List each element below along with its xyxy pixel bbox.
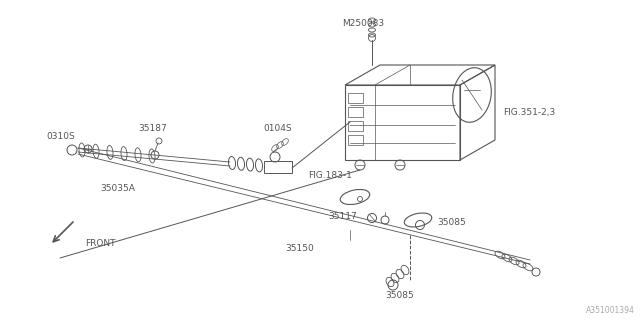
Text: FIG.351-2,3: FIG.351-2,3 [503,108,556,116]
Text: A351001394: A351001394 [586,306,635,315]
Bar [348,107,363,117]
Text: 35187: 35187 [139,124,168,132]
Text: M250083: M250083 [342,19,384,28]
Bar [264,161,292,173]
Bar [348,135,363,145]
Bar [345,85,460,160]
Text: 35085: 35085 [386,291,414,300]
Text: 35085: 35085 [437,218,466,227]
Bar [348,121,363,131]
Text: FIG.183-1: FIG.183-1 [308,171,352,180]
Text: 35117: 35117 [328,212,357,220]
Bar [348,93,363,103]
Text: 35150: 35150 [285,244,314,252]
Text: 0104S: 0104S [264,124,292,132]
Text: 0310S: 0310S [46,132,75,140]
Text: FRONT: FRONT [85,238,115,247]
Text: 35035A: 35035A [100,183,136,193]
